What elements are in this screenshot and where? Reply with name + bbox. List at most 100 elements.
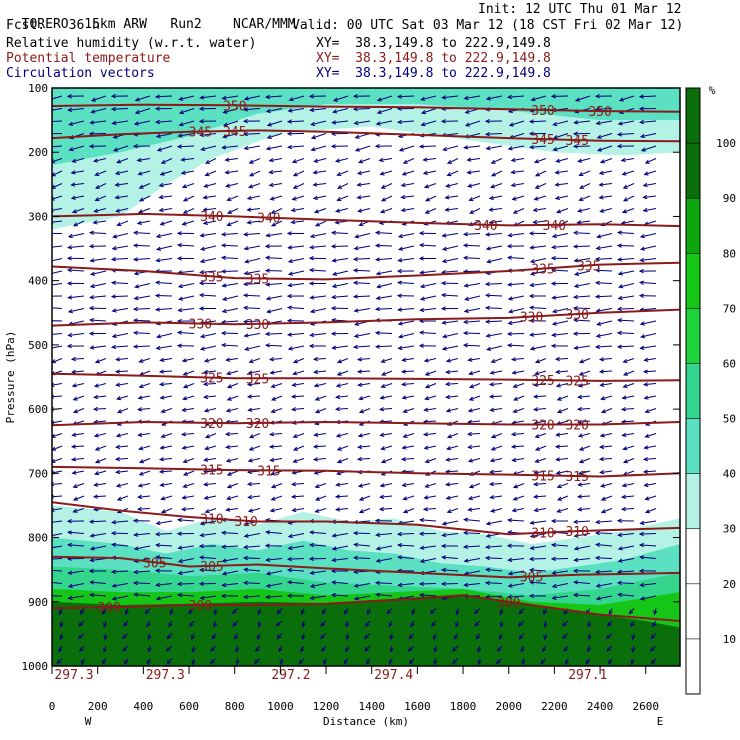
wind-vector-head-90	[177, 133, 183, 138]
wind-vector-head-255	[115, 208, 121, 213]
wind-vector-head-723	[556, 409, 563, 414]
wind-vector-543	[288, 333, 305, 336]
wind-vector-745	[424, 420, 437, 423]
wind-vector-883	[380, 483, 393, 487]
wind-vector-head-205	[248, 184, 254, 189]
wind-vector-947	[557, 508, 569, 513]
wind-vector-head-690	[445, 394, 451, 400]
wind-vector-680	[227, 395, 239, 401]
wind-vector-head-806	[534, 446, 541, 451]
wind-vector-990	[266, 531, 283, 534]
wind-vector-721	[513, 408, 525, 413]
wind-vector-918	[534, 495, 547, 498]
wind-vector-598	[270, 358, 283, 360]
wind-vector-435	[377, 283, 393, 288]
wind-vector-1027	[464, 545, 481, 548]
wind-vector-head-936	[314, 508, 320, 513]
theta-label-305-1: 305	[200, 560, 223, 575]
wind-vector-712	[315, 408, 327, 413]
wind-vector-head-200	[138, 184, 144, 189]
wind-vector-head-1130	[264, 594, 271, 600]
wind-vector-head-310	[88, 230, 94, 235]
wind-vector-793	[249, 445, 261, 451]
wind-vector-833	[512, 458, 525, 461]
wind-vector-head-40	[309, 107, 315, 113]
wind-vector-head-1147	[639, 596, 645, 601]
wind-vector-703	[117, 408, 129, 413]
wind-vector-head-167	[644, 159, 650, 164]
wind-vector-437	[420, 283, 437, 288]
wind-vector-head-7	[199, 95, 205, 100]
wind-vector-789	[160, 445, 173, 449]
wind-vector-549	[420, 332, 437, 334]
wind-vector-622	[183, 370, 195, 376]
wind-vector-head-129	[418, 144, 424, 149]
wind-vector-334	[618, 232, 635, 234]
wind-vector-head-1216	[319, 634, 325, 640]
wind-vector-head-1255	[563, 647, 568, 653]
wind-vector-1089	[596, 570, 613, 573]
wind-vector-669	[600, 383, 613, 386]
wind-vector-head-444	[573, 283, 579, 288]
wind-vector-609	[512, 358, 525, 360]
wind-vector-447	[640, 282, 657, 284]
wind-vector-61	[156, 120, 173, 123]
x-tick-label-600: 600	[179, 700, 199, 713]
wind-vector-787	[116, 445, 129, 448]
wind-vector-head-372	[220, 255, 226, 261]
wind-vector-56	[52, 120, 63, 123]
wind-vector-1199	[562, 620, 569, 627]
wind-vector-1083	[464, 570, 481, 575]
wind-vector-head-675	[116, 396, 122, 401]
wind-vector-head-718	[445, 408, 451, 413]
wind-vector-head-1116	[573, 580, 579, 585]
theta-contour-325	[52, 372, 680, 382]
wind-vector-head-726	[620, 406, 626, 412]
wind-vector-head-375	[287, 258, 294, 264]
wind-vector-head-1158	[276, 609, 282, 615]
wind-vector-head-204	[225, 183, 231, 188]
wind-vector-head-38	[265, 108, 271, 114]
wind-vector-771	[380, 433, 393, 436]
wind-vector-head-1193	[431, 622, 436, 628]
wind-vector-537	[156, 333, 173, 338]
wind-vector-head-312	[132, 230, 138, 235]
wind-vector-head-1114	[529, 580, 535, 585]
wind-vector-235	[292, 195, 305, 200]
wind-vector-922	[622, 495, 635, 498]
wind-vector-head-184	[401, 171, 407, 176]
wind-vector-head-11	[288, 97, 294, 102]
wind-vector-187	[467, 170, 481, 174]
wind-vector-head-172	[137, 171, 143, 176]
wind-vector-head-791	[204, 446, 210, 451]
wind-vector-355	[463, 244, 481, 247]
wind-vector-282	[93, 220, 107, 224]
wind-vector-head-1087	[551, 570, 557, 575]
wind-vector-574	[354, 345, 371, 348]
wind-vector-head-682	[271, 396, 277, 401]
wind-vector-head-1284	[585, 659, 590, 665]
theta-label-345-1: 345	[223, 125, 246, 140]
wind-vector-91	[200, 133, 217, 136]
wind-vector-head-1246	[364, 647, 369, 652]
wind-vector-head-1118	[616, 580, 622, 586]
wind-vector-head-712	[314, 409, 321, 414]
wind-vector-420	[52, 283, 63, 286]
wind-vector-head-983	[110, 530, 116, 536]
wind-vector-head-435	[376, 284, 382, 289]
wind-vector-head-464	[396, 293, 402, 298]
wind-vector-914	[446, 495, 459, 499]
colorbar-label-10: 10	[723, 633, 736, 646]
wind-vector-1030	[530, 545, 547, 549]
wind-vector-head-489	[330, 305, 336, 311]
wind-vector-head-149	[248, 159, 254, 164]
wind-vector-901	[161, 495, 173, 500]
wind-vector-head-462	[352, 294, 358, 299]
wind-vector-525	[508, 320, 525, 324]
wind-vector-536	[134, 332, 151, 334]
wind-vector-head-828	[400, 456, 406, 462]
wind-vector-1095	[112, 583, 129, 587]
wind-vector-head-456	[221, 296, 228, 301]
wind-vector-head-366	[89, 258, 95, 263]
wind-vector-head-95	[286, 131, 292, 136]
